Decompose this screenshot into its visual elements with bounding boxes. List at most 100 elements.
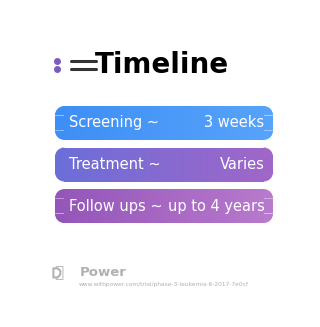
Bar [245,106,246,140]
Bar [157,106,158,140]
Bar [201,147,202,181]
Bar [107,189,108,223]
Wedge shape [55,214,64,223]
Bar [98,189,99,223]
Bar [119,147,120,181]
Bar [112,106,113,140]
Bar [193,189,194,223]
Bar [128,189,129,223]
Bar [76,147,77,181]
Bar [128,147,129,181]
Bar [204,189,205,223]
Bar [151,147,152,181]
Bar [200,106,201,140]
Bar [149,106,150,140]
Bar [77,147,78,181]
Bar [104,106,105,140]
Bar [151,189,152,223]
Bar [113,106,114,140]
Bar [244,106,245,140]
Bar [182,147,183,181]
Bar [207,106,208,140]
Bar [214,189,215,223]
Bar [190,147,191,181]
Bar [208,189,209,223]
Bar [60,189,61,223]
Bar [55,106,64,115]
Bar [269,106,270,140]
Bar [265,189,266,223]
Bar [253,189,254,223]
Bar [139,189,140,223]
Bar [235,106,236,140]
Bar [156,106,157,140]
Bar [229,189,230,223]
Bar [237,189,238,223]
Bar [122,147,123,181]
Bar [115,189,116,223]
Bar [111,189,112,223]
Bar [144,147,145,181]
Bar [56,147,57,181]
Bar [166,189,167,223]
Bar [130,189,131,223]
Bar [132,106,133,140]
Bar [245,147,246,181]
Bar [186,189,187,223]
Bar [162,106,163,140]
Bar [212,106,213,140]
Bar [267,147,268,181]
Text: Screening ~: Screening ~ [68,115,159,130]
Bar [59,106,60,140]
Bar [222,147,223,181]
Bar [246,106,247,140]
Bar [88,147,89,181]
Bar [79,189,80,223]
Bar [268,189,269,223]
Bar [79,147,80,181]
Bar [80,147,81,181]
Bar [172,147,173,181]
Bar [140,106,141,140]
Bar [205,147,206,181]
Bar [126,189,127,223]
Bar [180,147,181,181]
Bar [252,189,253,223]
Bar [149,189,150,223]
Bar [95,147,96,181]
Bar [219,106,220,140]
Bar [149,189,150,223]
Bar [72,106,73,140]
Bar [195,147,196,181]
Bar [57,147,58,181]
Bar [63,147,64,181]
Bar [73,147,74,181]
Bar [224,106,225,140]
Bar [96,106,97,140]
Bar [128,189,129,223]
Bar [150,106,151,140]
Bar [64,106,65,140]
Bar [154,106,155,140]
Bar [239,106,240,140]
Bar [99,189,100,223]
Bar [144,106,145,140]
Bar [93,189,94,223]
Bar [213,147,214,181]
Bar [230,106,231,140]
Bar [233,147,234,181]
Bar [88,189,89,223]
Bar [94,106,95,140]
Bar [227,189,228,223]
Bar [133,147,134,181]
Bar [158,106,159,140]
Bar [89,189,90,223]
Bar [202,147,203,181]
Wedge shape [55,147,64,157]
Bar [59,189,60,223]
Bar [189,147,190,181]
Bar [167,106,168,140]
Bar [69,189,70,223]
Bar [172,189,173,223]
Bar [97,106,98,140]
